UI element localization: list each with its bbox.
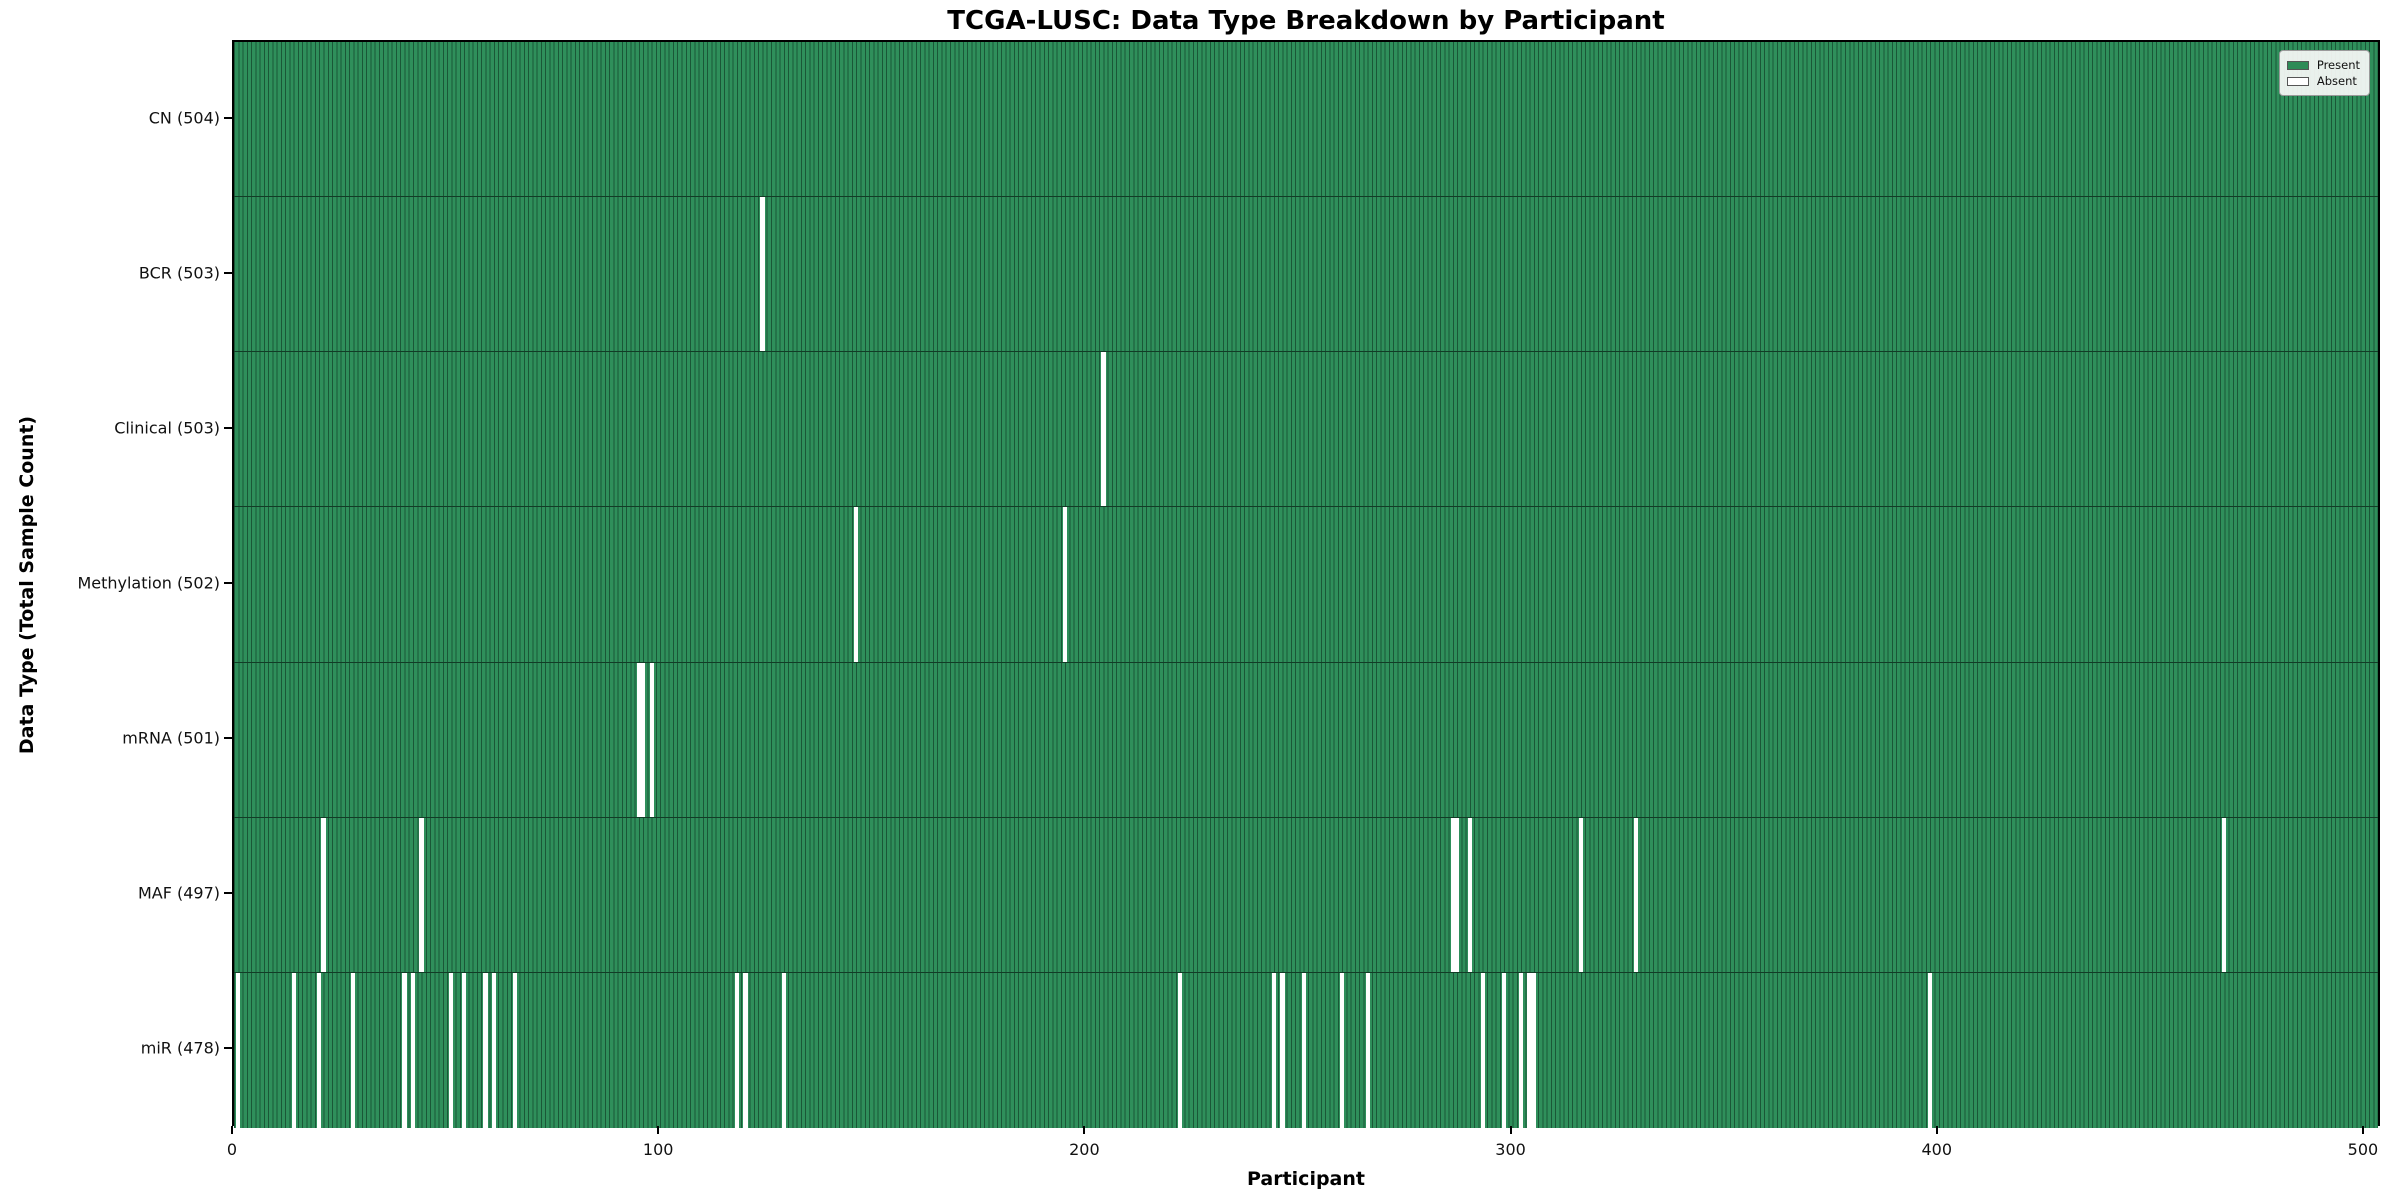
y-tick-mark — [224, 582, 232, 584]
row-Methylation — [234, 507, 2378, 663]
y-tick-label: CN (504) — [148, 108, 220, 128]
plot-area: Present Absent — [232, 40, 2380, 1128]
absent-gap — [1271, 972, 1277, 1128]
absent-gap — [1928, 972, 1933, 1128]
absent-gap — [734, 972, 740, 1128]
y-tick-mark — [224, 1047, 232, 1050]
absent-gap — [1178, 972, 1183, 1128]
y-tick-mark — [224, 116, 232, 119]
absent-swatch-icon — [2286, 76, 2309, 86]
absent-gap — [1301, 972, 1306, 1128]
absent-gap — [649, 662, 654, 817]
x-tick-label: 100 — [642, 1140, 674, 1159]
absent-gap — [743, 972, 748, 1128]
x-tick-label: 500 — [2347, 1140, 2379, 1159]
absent-gap — [491, 972, 497, 1128]
x-tick-mark — [2361, 1126, 2364, 1134]
x-tick-label: 200 — [1069, 1140, 1100, 1159]
y-tick-label: mRNA (501) — [122, 728, 220, 748]
y-tick-mark — [224, 271, 232, 274]
legend-entry-present: Present — [2286, 58, 2360, 72]
absent-gap — [1527, 972, 1532, 1128]
y-tick-label: miR (478) — [140, 1038, 220, 1058]
x-tick-mark — [657, 1126, 660, 1134]
absent-gap — [854, 507, 859, 662]
absent-gap — [321, 817, 326, 972]
row-mRNA — [234, 662, 2378, 818]
row-MAF — [234, 817, 2378, 973]
row-Clinical — [234, 352, 2378, 508]
x-tick-mark — [1083, 1126, 1086, 1134]
absent-gap — [483, 972, 488, 1128]
absent-gap — [513, 972, 518, 1128]
chart-title: TCGA-LUSC: Data Type Breakdown by Partic… — [947, 6, 1665, 36]
absent-gap — [1634, 817, 1639, 972]
row-BCR — [234, 197, 2378, 353]
absent-gap — [236, 972, 241, 1128]
absent-gap — [1365, 972, 1370, 1128]
absent-gap — [1062, 507, 1068, 662]
y-tick-label: MAF (497) — [137, 883, 220, 903]
x-tick-label: 0 — [226, 1140, 238, 1159]
absent-gap — [760, 197, 765, 352]
absent-gap — [1480, 972, 1485, 1128]
absent-gap — [410, 972, 416, 1128]
absent-gap — [1280, 972, 1285, 1128]
legend-label-present: Present — [2316, 58, 2360, 72]
absent-gap — [1578, 817, 1583, 972]
absent-gap — [1518, 972, 1524, 1128]
absent-gap — [317, 972, 322, 1128]
y-tick-label: BCR (503) — [138, 263, 220, 283]
y-tick-mark — [224, 426, 232, 429]
absent-gap — [291, 972, 296, 1128]
legend-label-absent: Absent — [2316, 74, 2357, 88]
y-tick-mark — [224, 892, 232, 895]
absent-gap — [2222, 817, 2227, 972]
y-tick-label: Clinical (503) — [114, 418, 220, 438]
absent-gap — [402, 972, 407, 1128]
legend: Present Absent — [2278, 50, 2370, 96]
row-miR — [234, 972, 2378, 1128]
y-tick-mark — [224, 737, 232, 740]
absent-gap — [449, 972, 454, 1128]
absent-gap — [462, 972, 467, 1128]
absent-gap — [1501, 972, 1507, 1128]
x-tick-mark — [231, 1126, 233, 1134]
absent-gap — [1339, 972, 1345, 1128]
x-axis-label: Participant — [1246, 1168, 1365, 1190]
absent-gap — [781, 972, 786, 1128]
absent-gap — [1455, 817, 1460, 972]
absent-gap — [1450, 817, 1456, 972]
present-swatch-icon — [2286, 60, 2309, 70]
x-tick-mark — [1935, 1126, 1938, 1134]
absent-gap — [1531, 972, 1536, 1128]
absent-gap — [351, 972, 356, 1128]
absent-gap — [419, 817, 424, 972]
x-tick-label: 400 — [1921, 1140, 1953, 1159]
legend-entry-absent: Absent — [2286, 74, 2360, 88]
y-tick-label: Methylation (502) — [77, 573, 220, 593]
x-tick-label: 300 — [1495, 1140, 1526, 1159]
absent-gap — [1101, 352, 1106, 507]
absent-gap — [636, 662, 641, 817]
absent-gap — [641, 662, 646, 817]
row-CN — [234, 42, 2378, 198]
x-tick-mark — [1509, 1126, 1512, 1134]
absent-gap — [1467, 817, 1473, 972]
